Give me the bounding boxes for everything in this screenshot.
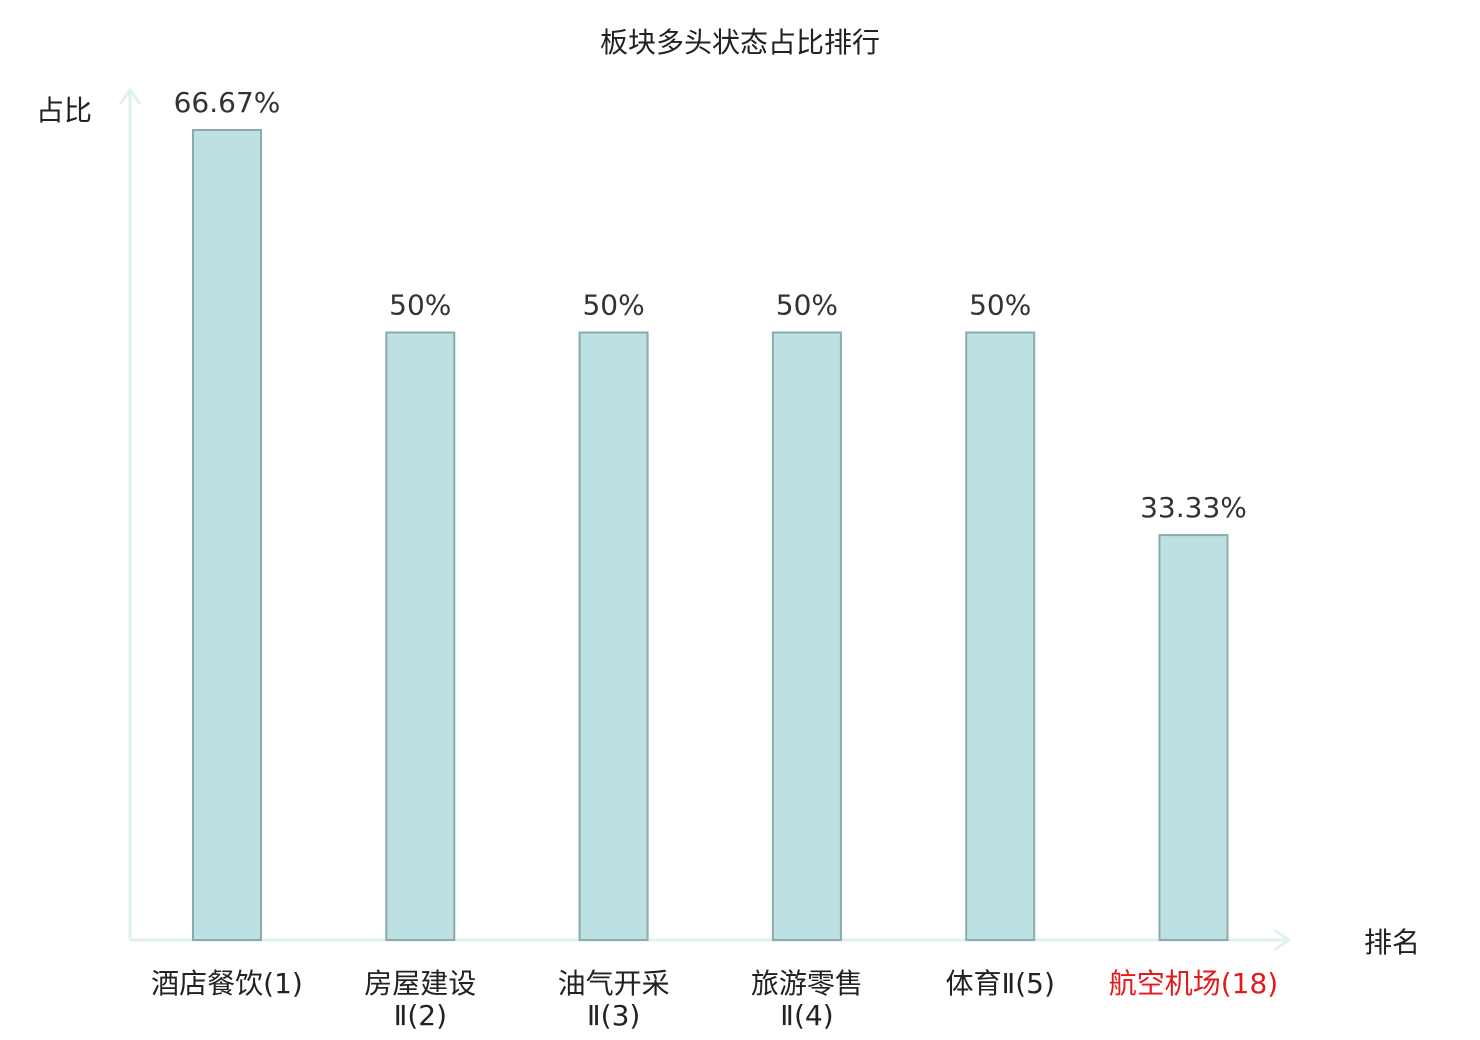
x-tick-label: Ⅱ(2) xyxy=(394,999,447,1032)
bar-value-label: 50% xyxy=(969,289,1031,322)
bar xyxy=(578,331,649,941)
x-tick-label: Ⅱ(4) xyxy=(780,999,833,1032)
bar xyxy=(385,331,456,941)
bar xyxy=(965,331,1036,941)
x-tick-label: 航空机场(18) xyxy=(1109,967,1278,1000)
x-tick-label: 房屋建设 xyxy=(364,967,476,1000)
bar xyxy=(771,331,842,941)
x-tick-label: 旅游零售 xyxy=(751,967,863,1000)
bars-group xyxy=(192,129,1229,941)
bar-value-label: 50% xyxy=(776,289,838,322)
bar xyxy=(1158,534,1229,941)
x-axis xyxy=(130,928,1292,952)
bar-value-label: 50% xyxy=(582,289,644,322)
bar-value-label: 50% xyxy=(389,289,451,322)
value-labels-group: 66.67% 50% 50% 50% 50% 33.33% xyxy=(174,86,1247,524)
x-axis-label: 排名 xyxy=(1364,926,1420,959)
chart-title: 板块多头状态占比排行 xyxy=(600,26,880,59)
y-axis-label: 占比 xyxy=(36,94,92,127)
x-tick-label: Ⅱ(3) xyxy=(587,999,640,1032)
x-tick-label: 酒店餐饮(1) xyxy=(151,967,303,1000)
bar xyxy=(192,129,262,941)
bar-value-label: 33.33% xyxy=(1140,491,1247,524)
bar-value-label: 66.67% xyxy=(174,86,281,119)
y-axis xyxy=(118,87,142,940)
x-tick-label: 体育Ⅱ(5) xyxy=(945,967,1054,1000)
x-tick-label: 油气开采 xyxy=(558,967,670,1000)
